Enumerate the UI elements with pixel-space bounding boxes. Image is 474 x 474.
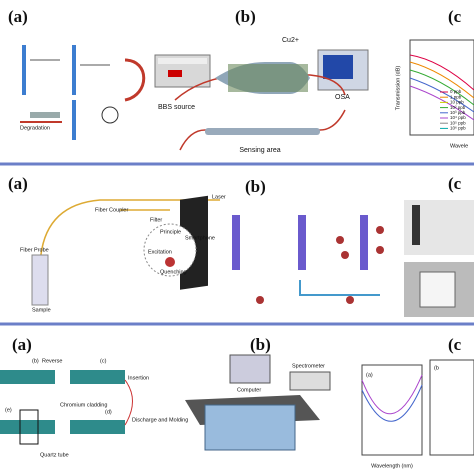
text: Fiber Probe xyxy=(20,247,49,253)
legend-label: 10² ppb xyxy=(450,105,466,110)
fabrication: (b) Reverse (c) Insertion Discharge and … xyxy=(0,358,188,458)
panel-label: (a) xyxy=(12,335,32,354)
legend-label: 10⁵ ppb xyxy=(450,120,466,125)
text: Principle xyxy=(160,229,181,235)
text: Quenching xyxy=(160,269,187,275)
panel-label: (b) xyxy=(245,177,266,196)
text: Sample xyxy=(32,307,51,313)
panel-label: (b) xyxy=(235,7,256,26)
text: Fiber Coupler xyxy=(95,207,128,213)
text: Computer xyxy=(237,387,261,393)
legend-label: 0 ppb xyxy=(450,89,462,94)
text: Cu2+ xyxy=(282,37,299,44)
text: (a) xyxy=(366,372,373,378)
measurement-setup: Computer Spectrometer xyxy=(185,354,331,451)
panel-label: (c xyxy=(448,174,462,193)
panel-label: (c xyxy=(448,335,462,354)
result-plot: (a) (b Wavelength (nm) xyxy=(361,359,474,469)
setup: BBS source OSA Sensing area Cu2+ xyxy=(154,37,369,154)
device-photos xyxy=(404,200,474,317)
panel-label: (b) xyxy=(250,335,271,354)
panel-label: (a) xyxy=(8,7,28,26)
legend-label: 1 ppb xyxy=(450,94,462,99)
panel-label: (a) xyxy=(8,174,28,193)
text: (b xyxy=(434,365,439,371)
text: (e) xyxy=(5,407,12,413)
text: Filter xyxy=(150,217,162,223)
text: Smartphone xyxy=(185,235,215,241)
text: Reverse xyxy=(42,358,62,364)
text: (b) xyxy=(32,358,39,364)
axis-label: Wavele xyxy=(450,143,468,149)
smartphone-setup: Laser Fiber Coupler Filter Smartphone Fi… xyxy=(20,194,226,313)
axis-label: Wavelength (nm) xyxy=(371,463,413,469)
text: Insertion xyxy=(128,375,149,381)
probe-scheme xyxy=(232,215,384,304)
text: (d) xyxy=(105,409,112,415)
legend-label: 10³ ppb xyxy=(450,110,466,115)
text: Discharge and Molding xyxy=(132,417,188,423)
text: BBS source xyxy=(158,104,195,111)
legend-label: 10⁴ ppb xyxy=(450,115,466,120)
text: Degradation xyxy=(20,125,50,131)
chemistry-scheme: Degradation xyxy=(20,45,146,140)
legend-label: 10 ppb xyxy=(450,100,464,105)
panel-label: (c xyxy=(448,7,462,26)
text: Excitation xyxy=(148,249,172,255)
text: OSA xyxy=(335,94,350,101)
text: (c) xyxy=(100,358,107,364)
text: Spectrometer xyxy=(292,363,325,369)
axis-label: Transmission (dB) xyxy=(395,66,401,111)
text: Quartz tube xyxy=(40,452,69,458)
text: Sensing area xyxy=(239,147,280,154)
text: Chromium cladding xyxy=(60,402,107,408)
legend-label: 10⁶ ppb xyxy=(450,126,466,131)
text: Laser xyxy=(212,194,226,200)
